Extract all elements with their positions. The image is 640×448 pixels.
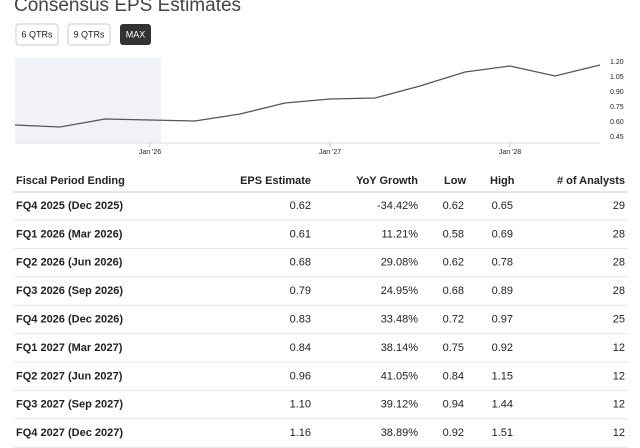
eps-line (14, 64, 601, 128)
table-cell: 0.61 (290, 228, 311, 240)
table-cell: 0.89 (492, 285, 513, 297)
table-cell: 11.21% (382, 228, 419, 240)
table-cell: 25 (613, 314, 625, 326)
page-title: Consensus EPS Estimates (14, 0, 241, 16)
table-cell: 0.92 (443, 427, 464, 439)
table-cell: 1.10 (290, 399, 311, 411)
table-cell: 0.79 (290, 285, 311, 297)
button-label: 9 QTRs (73, 29, 105, 39)
table-cell: 0.78 (492, 257, 513, 269)
table-cell: 1.44 (492, 399, 513, 411)
table-cell: 12 (613, 427, 625, 439)
table-cell: 41.05% (381, 370, 419, 382)
table-cell: 0.65 (492, 200, 513, 212)
table-cell: 0.97 (492, 314, 513, 326)
table-cell: 12 (613, 370, 625, 382)
table-cell: 0.68 (290, 257, 311, 269)
table-cell: FQ4 2027 (Dec 2027) (16, 427, 123, 439)
table-cell: FQ4 2025 (Dec 2025) (16, 200, 123, 212)
x-tick-label: Jan '27 (319, 149, 341, 156)
table-cell: 0.58 (443, 228, 464, 240)
table-cell: 0.62 (443, 200, 464, 212)
table-cell: 29 (613, 200, 625, 212)
y-tick-label: 0.60 (610, 119, 624, 126)
table-cell: 0.92 (492, 342, 513, 354)
y-tick-label: 1.05 (610, 74, 624, 81)
table-cell: FQ4 2026 (Dec 2026) (16, 314, 123, 326)
x-tick-label: Jan '26 (139, 149, 161, 156)
table-cell: 12 (613, 399, 625, 411)
x-tick-label: Jan '28 (499, 149, 521, 156)
table-cell: 28 (613, 257, 625, 269)
table-cell: 0.84 (290, 342, 311, 354)
table-cell: 0.94 (443, 399, 464, 411)
table-cell: 0.72 (443, 314, 464, 326)
y-tick-label: 0.45 (610, 134, 624, 141)
table-cell: 39.12% (381, 399, 419, 411)
button-label: MAX (126, 29, 146, 39)
table-cell: 0.62 (443, 257, 464, 269)
table-cell: FQ3 2027 (Sep 2027) (16, 399, 123, 411)
table-cell: 38.14% (381, 342, 419, 354)
button-max[interactable] (120, 24, 151, 45)
table-cell: 0.83 (290, 314, 311, 326)
table-cell: 1.15 (492, 370, 513, 382)
table-cell: FQ2 2027 (Jun 2027) (16, 370, 123, 382)
y-tick-label: 0.75 (610, 104, 624, 111)
button-6-qtrs[interactable] (15, 23, 59, 46)
column-header: EPS Estimate (240, 175, 311, 187)
y-tick-label: 1.20 (610, 59, 624, 66)
button-9-qtrs[interactable] (67, 23, 111, 46)
table-cell: 0.62 (290, 200, 311, 212)
table-cell: 12 (613, 342, 625, 354)
table-cell: 38.89% (381, 427, 419, 439)
column-header: Low (444, 175, 466, 187)
y-tick-label: 0.90 (610, 89, 624, 96)
table-cell: 0.84 (443, 370, 464, 382)
table-cell: 28 (613, 285, 625, 297)
table-cell: 33.48% (381, 314, 419, 326)
table-cell: 24.95% (381, 285, 419, 297)
table-cell: -34.42% (377, 200, 418, 212)
table-cell: FQ2 2026 (Jun 2026) (16, 257, 123, 269)
column-header: High (490, 175, 515, 187)
table-cell: 0.69 (492, 228, 513, 240)
button-label: 6 QTRs (21, 29, 53, 39)
column-header: # of Analysts (557, 175, 625, 187)
table-cell: FQ1 2026 (Mar 2026) (16, 228, 123, 240)
table-cell: FQ1 2027 (Mar 2027) (16, 342, 123, 354)
table-cell: 0.96 (290, 370, 311, 382)
history-shade (15, 58, 161, 143)
table-cell: 29.08% (381, 257, 419, 269)
table-cell: 1.51 (492, 427, 513, 439)
table-cell: 1.16 (290, 427, 311, 439)
table-cell: 0.68 (443, 285, 464, 297)
column-header: YoY Growth (356, 175, 418, 187)
column-header: Fiscal Period Ending (16, 175, 125, 187)
table-cell: FQ3 2026 (Sep 2026) (16, 285, 123, 297)
table-cell: 28 (613, 228, 625, 240)
table-cell: 0.75 (443, 342, 464, 354)
